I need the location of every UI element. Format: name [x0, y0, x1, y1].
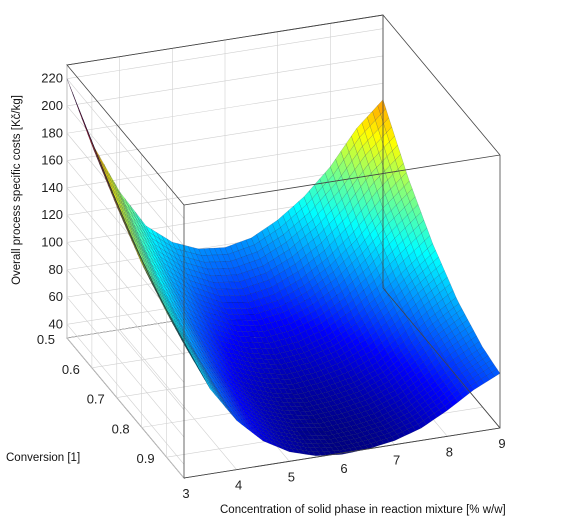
x-axis-label: Concentration of solid phase in reaction… — [220, 504, 506, 516]
z-tick-label: 220 — [41, 71, 63, 86]
x-tick-label: 8 — [446, 444, 453, 459]
x-tick-label: 5 — [288, 469, 295, 484]
grid-line — [66, 269, 185, 410]
grid-line — [66, 324, 185, 465]
y-tick-label: 0.5 — [37, 332, 55, 347]
z-tick-label: 120 — [41, 207, 63, 222]
grid-line — [66, 296, 185, 438]
box-edge — [66, 14, 384, 66]
z-tick-label: 100 — [41, 234, 63, 249]
box-edge — [66, 64, 185, 206]
x-tick-label: 3 — [182, 486, 189, 501]
grid-line — [66, 78, 185, 219]
z-tick-label: 60 — [49, 289, 63, 304]
y-tick-label: 0.6 — [62, 362, 80, 377]
x-tick-label: 9 — [498, 436, 505, 451]
axes-front-box — [66, 14, 501, 479]
box-edge — [183, 154, 501, 206]
grid-line — [66, 337, 185, 479]
y-tick-label: 0.8 — [112, 421, 130, 436]
box-edge — [382, 287, 501, 429]
x-tick-label: 6 — [340, 461, 347, 476]
grid-line — [66, 214, 185, 356]
z-tick-label: 40 — [49, 316, 63, 331]
surface-mesh — [66, 78, 501, 456]
y-axis-label: Conversion [1] — [6, 452, 80, 464]
z-tick-label: 180 — [41, 125, 63, 140]
y-tick-label: 0.9 — [136, 451, 154, 466]
tick-labels: 40 60 80 100 120 140 160 180 200 220 0.5 0.6 0.7 0.8 0… — [37, 71, 506, 501]
box-edge — [382, 14, 501, 156]
box-edge — [183, 427, 501, 479]
z-tick-label: 200 — [41, 98, 63, 113]
y-tick-label: 0.7 — [87, 392, 105, 407]
z-tick-label: 140 — [41, 180, 63, 195]
grid-line — [66, 242, 185, 383]
grid-line — [119, 329, 237, 470]
z-tick-label: 80 — [49, 262, 63, 277]
z-axis-label: Overall process specific costs [Kč/kg] — [11, 95, 23, 285]
x-tick-label: 4 — [235, 478, 242, 493]
x-tick-label: 7 — [393, 453, 400, 468]
z-tick-label: 160 — [41, 153, 63, 168]
